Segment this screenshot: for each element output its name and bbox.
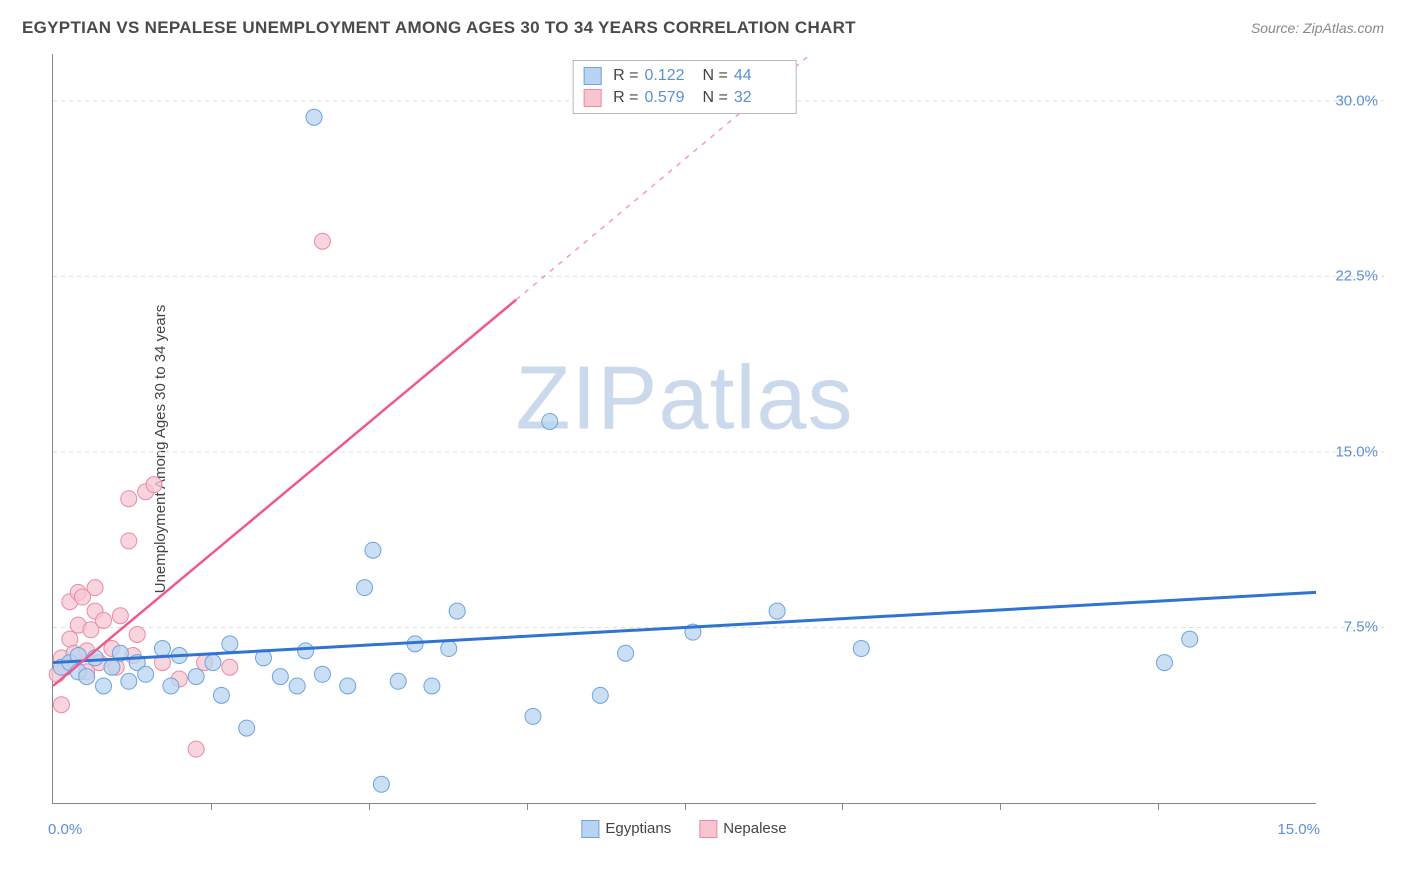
- y-tick-label: 15.0%: [1335, 443, 1378, 460]
- legend-swatch: [583, 89, 601, 107]
- legend-label: Egyptians: [605, 820, 671, 837]
- x-axis-max: 15.0%: [1277, 821, 1320, 838]
- legend-r-label: R =: [613, 89, 638, 107]
- legend-swatch: [583, 67, 601, 85]
- legend-row: R = 0.122 N = 44: [583, 65, 786, 87]
- y-tick-label: 30.0%: [1335, 92, 1378, 109]
- legend-item: Nepalese: [699, 820, 786, 838]
- legend-r-value: 0.122: [645, 67, 697, 85]
- legend-swatch: [699, 820, 717, 838]
- x-axis: 0.0% 15.0% EgyptiansNepalese: [52, 804, 1316, 844]
- legend-row: R = 0.579 N = 32: [583, 87, 786, 109]
- y-tick-label: 22.5%: [1335, 268, 1378, 285]
- series-legend: Egyptians Nepalese: [581, 820, 786, 838]
- source-attribution: Source: ZipAtlas.com: [1251, 20, 1384, 36]
- legend-n-label: N =: [703, 67, 728, 85]
- legend-n-value: 32: [734, 89, 786, 107]
- plot-svg: [53, 54, 1316, 803]
- legend-label: Nepalese: [723, 820, 786, 837]
- chart-container: Unemployment Among Ages 30 to 34 years Z…: [52, 54, 1384, 844]
- legend-n-value: 44: [734, 67, 786, 85]
- x-axis-min: 0.0%: [48, 821, 82, 838]
- legend-r-value: 0.579: [645, 89, 697, 107]
- plot-area: ZIPatlas R = 0.122 N = 44 R = 0.579 N = …: [52, 54, 1316, 804]
- chart-header: EGYPTIAN VS NEPALESE UNEMPLOYMENT AMONG …: [0, 0, 1406, 46]
- correlation-legend: R = 0.122 N = 44 R = 0.579 N = 32: [572, 60, 797, 114]
- legend-item: Egyptians: [581, 820, 671, 838]
- chart-title: EGYPTIAN VS NEPALESE UNEMPLOYMENT AMONG …: [22, 18, 856, 38]
- legend-n-label: N =: [703, 89, 728, 107]
- legend-r-label: R =: [613, 67, 638, 85]
- legend-swatch: [581, 820, 599, 838]
- y-tick-label: 7.5%: [1344, 619, 1378, 636]
